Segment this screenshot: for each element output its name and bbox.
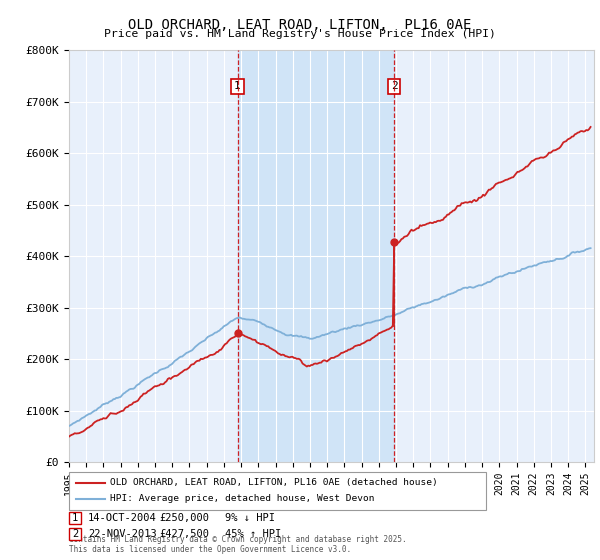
Text: 9% ↓ HPI: 9% ↓ HPI <box>225 513 275 523</box>
Bar <box>238 50 394 462</box>
Text: 2: 2 <box>72 529 78 539</box>
Text: 2: 2 <box>391 81 398 91</box>
Text: 1: 1 <box>72 513 78 523</box>
Text: Contains HM Land Registry data © Crown copyright and database right 2025.
This d: Contains HM Land Registry data © Crown c… <box>69 535 407 554</box>
Text: £427,500: £427,500 <box>159 529 209 539</box>
Text: £250,000: £250,000 <box>159 513 209 523</box>
Text: 22-NOV-2013: 22-NOV-2013 <box>88 529 157 539</box>
Text: HPI: Average price, detached house, West Devon: HPI: Average price, detached house, West… <box>110 494 374 503</box>
Text: 14-OCT-2004: 14-OCT-2004 <box>88 513 157 523</box>
Text: Price paid vs. HM Land Registry's House Price Index (HPI): Price paid vs. HM Land Registry's House … <box>104 29 496 39</box>
Text: OLD ORCHARD, LEAT ROAD, LIFTON,  PL16 0AE: OLD ORCHARD, LEAT ROAD, LIFTON, PL16 0AE <box>128 18 472 32</box>
Text: 1: 1 <box>234 81 241 91</box>
Text: OLD ORCHARD, LEAT ROAD, LIFTON, PL16 0AE (detached house): OLD ORCHARD, LEAT ROAD, LIFTON, PL16 0AE… <box>110 478 437 487</box>
Text: 45% ↑ HPI: 45% ↑ HPI <box>225 529 281 539</box>
